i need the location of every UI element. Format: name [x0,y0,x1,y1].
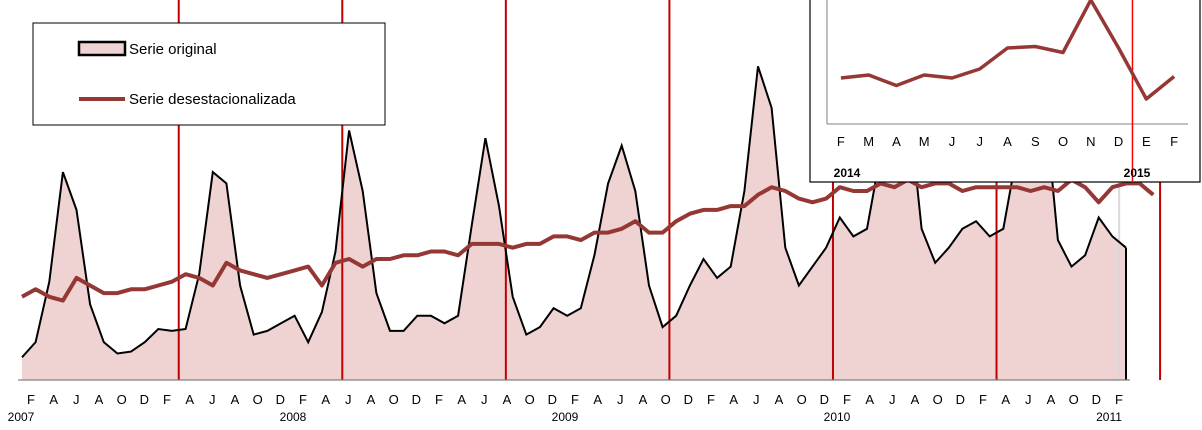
x-tick-label: J [481,392,488,407]
series-deseasonalized-line [21,177,1155,303]
inset-x-tick-label: F [1170,134,1178,149]
x-tick-label: J [73,392,80,407]
year-label: 2007 [8,410,35,424]
x-tick-label: F [843,392,851,407]
inset-x-tick-label: N [1086,134,1095,149]
x-tick-label: A [1047,392,1056,407]
x-tick-label: D [820,392,829,407]
x-tick-label: D [412,392,421,407]
inset-x-tick-label: D [1114,134,1123,149]
x-tick-label: O [117,392,127,407]
x-tick-label: D [276,392,285,407]
x-tick-label: A [231,392,240,407]
x-tick-label: J [617,392,624,407]
x-tick-label: A [911,392,920,407]
x-tick-label: A [49,392,58,407]
x-tick-label: A [1001,392,1010,407]
legend-box [32,22,386,126]
inset-x-tick-label: M [863,134,874,149]
year-label: 2011 [1096,410,1122,424]
x-tick-label: A [729,392,738,407]
x-tick-label: O [661,392,671,407]
x-tick-label: D [140,392,149,407]
x-tick-label: A [593,392,602,407]
legend-label-original: Serie original [129,41,217,58]
x-tick-label: F [163,392,171,407]
x-tick-label: D [548,392,557,407]
legend-swatch-original [77,40,127,57]
x-tick-label: A [367,392,376,407]
x-tick-label: J [889,392,896,407]
x-tick-label: O [253,392,263,407]
inset-x-tick-label: S [1031,134,1040,149]
x-tick-label: J [209,392,216,407]
inset-year-label: 2014 [834,166,861,180]
x-tick-label: A [457,392,466,407]
inset-x-tick-label: J [949,134,956,149]
x-tick-label: A [321,392,330,407]
x-tick-label: O [389,392,399,407]
legend-label-deseasonalized: Serie desestacionalizada [129,91,296,108]
x-tick-label: A [639,392,648,407]
x-tick-label: F [571,392,579,407]
x-tick-label: F [435,392,443,407]
x-tick-label: F [979,392,987,407]
x-tick-label: J [1025,392,1032,407]
x-tick-label: O [933,392,943,407]
x-tick-label: F [27,392,35,407]
x-tick-label: F [299,392,307,407]
x-tick-label: J [753,392,760,407]
x-tick-label: J [345,392,352,407]
inset-x-tick-label: J [976,134,983,149]
x-tick-label: A [95,392,104,407]
x-tick-label: D [684,392,693,407]
x-tick-label: D [956,392,965,407]
x-tick-label: A [503,392,512,407]
inset-chart: F M A M J J A S O N D E F 2014 2015 [809,0,1201,183]
inset-x-tick-label: A [1003,134,1012,149]
x-tick-label: F [1115,392,1123,407]
x-tick-label: D [1092,392,1101,407]
year-label: 2008 [280,410,307,424]
x-tick-label: O [1069,392,1079,407]
inset-x-tick-label: F [837,134,845,149]
x-tick-label: O [797,392,807,407]
x-tick-label: A [185,392,194,407]
inset-x-tick-label: M [919,134,930,149]
series-original-line [21,58,1127,358]
x-tick-label: F [707,392,715,407]
year-label: 2010 [824,410,851,424]
x-tick-label: O [525,392,535,407]
legend: Serie original Serie desestacionalizada [32,22,386,126]
inset-x-tick-label: E [1142,134,1151,149]
year-label: 2009 [552,410,579,424]
inset-year-label: 2015 [1124,166,1151,180]
x-tick-label: A [865,392,874,407]
inset-x-tick-label: O [1058,134,1068,149]
x-tick-label: A [775,392,784,407]
inset-x-tick-label: A [892,134,901,149]
series-original-area [22,62,1126,380]
inset-series-line [840,0,1176,101]
inset-frame [809,0,1201,183]
